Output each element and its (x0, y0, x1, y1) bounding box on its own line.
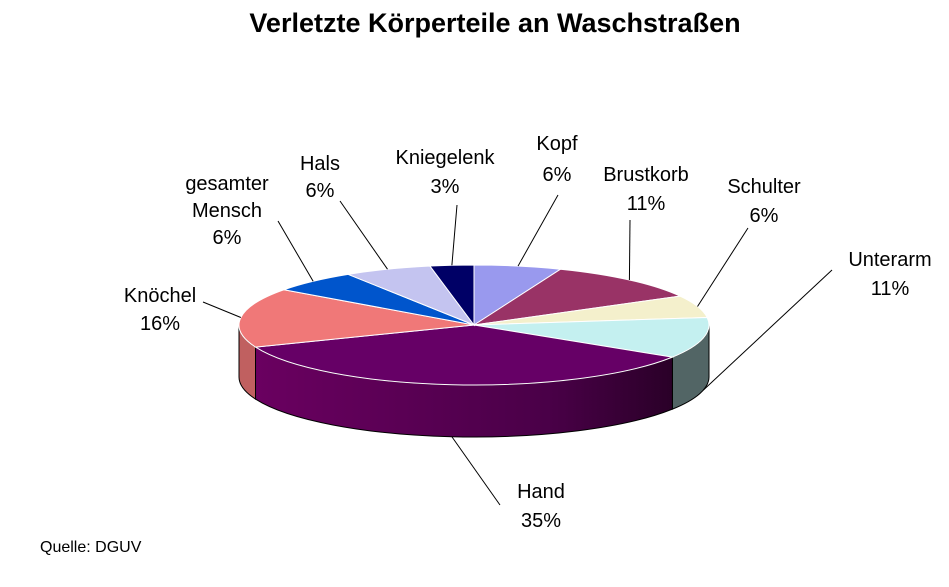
slice-kniegelenk (429, 264, 475, 327)
slice-label-brustkorb: Brustkorb 11% (603, 164, 689, 215)
leader-line-brustkorb (628, 219, 631, 280)
slice-label-gesamter-mensch: gesamter Mensch 6% (185, 173, 269, 249)
slice-labels: Kopf 6% Brustkorb 11% Schulter 6% Unterarm 11% H… (124, 133, 932, 532)
leader-line-kopf (517, 194, 559, 267)
pie-sides (238, 324, 710, 438)
slice-label-schulter: Schulter 6% (727, 176, 801, 227)
leader-lines (202, 194, 833, 506)
slice-label-hand: Hand 35% (517, 481, 565, 532)
chart-title: Verletzte Körperteile an Waschstraßen (249, 8, 741, 38)
slice-unterarm (473, 316, 710, 358)
slice-label-kopf: Kopf 6% (536, 133, 578, 186)
slice-brustkorb (473, 268, 682, 326)
pie-tops (238, 264, 710, 386)
slice-knoechel (238, 289, 475, 348)
leader-line-kniegelenk (451, 204, 458, 266)
source-note: Quelle: DGUV (40, 539, 142, 556)
slice-label-knoechel: Knöchel 16% (124, 285, 196, 335)
leader-line-hals (339, 200, 388, 270)
slice-label-kniegelenk: Kniegelenk 3% (396, 147, 496, 198)
leader-line-gesamter-mensch (277, 220, 314, 282)
leader-line-hand (451, 436, 501, 506)
leader-line-unterarm (702, 269, 833, 391)
leader-line-knoechel (202, 301, 242, 318)
slice-label-unterarm: Unterarm 11% (848, 249, 931, 300)
slice-hand (254, 324, 675, 386)
leader-line-schulter (697, 227, 749, 307)
slice-label-hals: Hals 6% (300, 153, 340, 202)
